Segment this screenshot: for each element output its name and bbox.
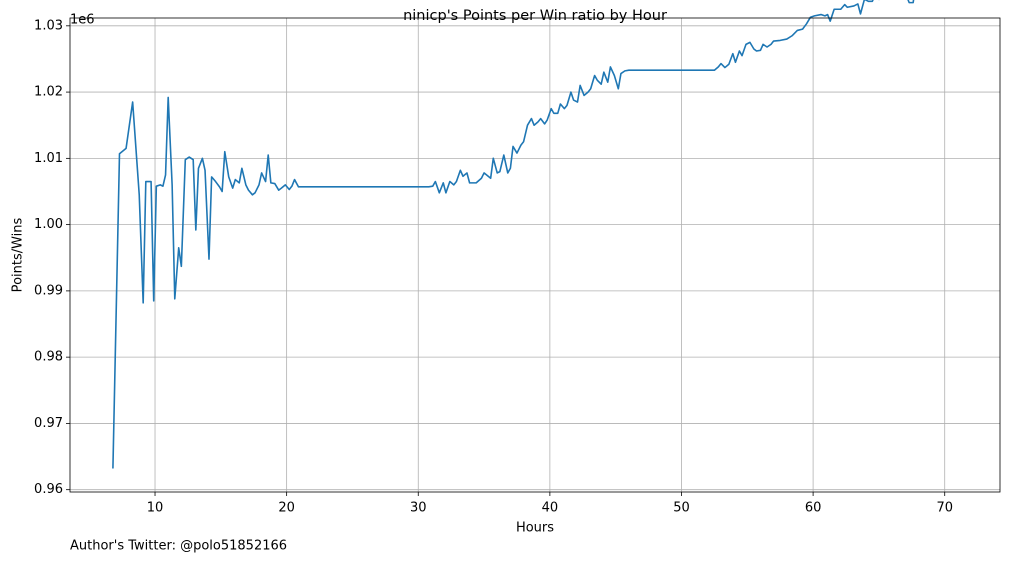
x-tick-label: 40	[542, 501, 559, 516]
x-tick-label: 10	[147, 501, 164, 516]
y-tick-label: 0.98	[34, 350, 63, 365]
x-tick-label: 70	[936, 501, 953, 516]
y-tick-label: 0.97	[34, 416, 63, 431]
x-tick-label: 30	[410, 501, 427, 516]
y-tick-label: 1.01	[34, 151, 63, 166]
y-axis-label: Points/Wins	[11, 217, 26, 292]
x-tick-label: 60	[805, 501, 822, 516]
y-tick-label: 0.99	[34, 283, 63, 298]
y-tick-label: 1.02	[34, 85, 63, 100]
y-offset-label: 1e6	[70, 13, 95, 28]
y-tick-label: 1.00	[34, 217, 63, 232]
footnote: Author's Twitter: @polo51852166	[70, 539, 287, 554]
plot-frame	[69, 17, 1001, 493]
y-tick-label: 1.03	[34, 18, 63, 33]
x-tick-label: 20	[278, 501, 295, 516]
chart-title: ninicp's Points per Win ratio by Hour	[403, 8, 667, 24]
y-tick-label: 0.96	[34, 482, 63, 497]
x-axis-label: Hours	[516, 521, 554, 536]
x-tick-label: 50	[673, 501, 690, 516]
data-line	[112, 0, 915, 469]
